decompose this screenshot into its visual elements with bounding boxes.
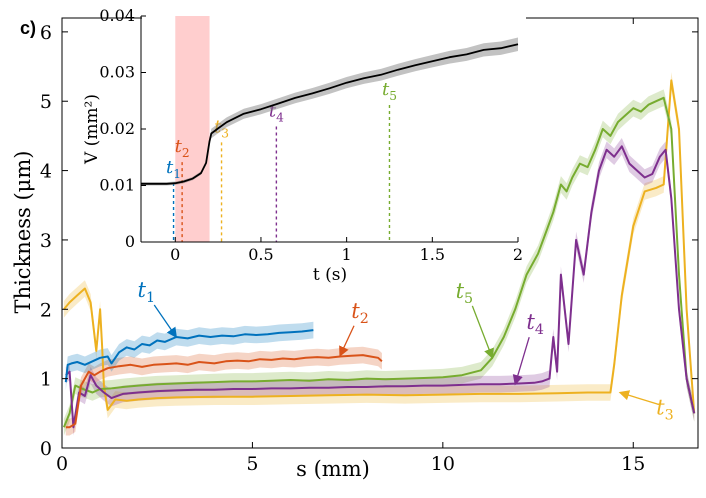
y-tick-label: 2 — [40, 299, 52, 321]
inset-y-tick-label: 0.02 — [99, 119, 135, 138]
inset-y-tick-label: 0.01 — [99, 176, 135, 195]
inset-x-tick-label: 2 — [513, 245, 523, 264]
inset-shaded-interval — [175, 16, 210, 242]
band-t1 — [65, 321, 314, 391]
series-line-t2 — [65, 354, 383, 429]
inset-x-tick-label: 0 — [170, 245, 180, 264]
annotation-arrow-t3 — [618, 390, 660, 406]
x-tick-label: 0 — [56, 453, 68, 475]
annotation-label-t4: t4 — [526, 310, 544, 338]
shaded-interval — [175, 16, 210, 242]
annotation-arrow-t1 — [153, 304, 177, 339]
x-tick-label: 5 — [246, 453, 258, 475]
main-uncertainty-bands — [63, 72, 695, 436]
series-line-t1 — [64, 329, 314, 383]
band-t4 — [65, 138, 695, 436]
annotation-label-t1: t1 — [137, 278, 155, 306]
main-annotations: t1 t2 t5 t4 t3 — [137, 278, 673, 423]
x-tick-label: 15 — [621, 453, 645, 475]
annotation-label-t2: t2 — [351, 299, 369, 327]
main-y-axis: 0 1 2 3 4 5 6 — [40, 22, 698, 460]
time-marker-label-t4: t4 — [269, 101, 284, 125]
band-V — [141, 37, 518, 186]
main-x-axis-label: s (mm) — [296, 457, 370, 481]
y-tick-label: 6 — [40, 22, 52, 44]
inset-y-axis-label: V (mm²) — [82, 94, 102, 165]
series-line-t3 — [63, 79, 696, 414]
time-marker-label-t5: t5 — [382, 79, 397, 103]
annotation-label-t3: t3 — [656, 396, 674, 424]
inset-x-axis-label: t (s) — [313, 265, 347, 285]
inset-x-tick-label: 1.5 — [420, 245, 445, 264]
main-y-axis-label: Thickness (μm) — [11, 151, 35, 314]
y-tick-label: 3 — [40, 230, 52, 252]
y-tick-label: 1 — [40, 369, 52, 391]
panel-label: c) — [20, 18, 36, 38]
annotation-arrow-t4 — [512, 337, 530, 386]
inset-series-line — [141, 43, 519, 185]
annotation-arrow-t2 — [339, 325, 355, 357]
time-marker-label-t2: t2 — [175, 136, 190, 160]
inset-y-tick-label: 0.03 — [99, 63, 135, 82]
inset-x-tick-label: 1 — [342, 245, 352, 264]
inset-uncertainty-band — [141, 37, 518, 186]
y-tick-label: 5 — [40, 91, 52, 113]
annotation-label-t5: t5 — [456, 279, 474, 307]
main-series-lines — [62, 79, 696, 429]
inset-x-tick-label: 0.5 — [248, 245, 273, 264]
y-tick-label: 4 — [40, 161, 52, 183]
inset-x-axis: 0 0.5 1 1.5 2 — [170, 237, 523, 264]
band-t2 — [65, 346, 382, 436]
series-line-t5 — [62, 96, 696, 428]
inset-y-axis: 0 0.01 0.02 0.03 0.04 — [99, 6, 146, 251]
series-line-V — [141, 43, 519, 185]
inset-y-tick-label: 0.04 — [99, 6, 135, 25]
inset-y-tick-label: 0 — [125, 232, 135, 251]
time-marker-label-t3: t3 — [214, 116, 229, 140]
time-marker-label-t1: t1 — [166, 157, 181, 181]
y-tick-label: 0 — [40, 438, 52, 460]
x-tick-label: 10 — [431, 453, 455, 475]
annotation-arrow-t5 — [471, 305, 494, 360]
series-line-t4 — [65, 145, 696, 429]
